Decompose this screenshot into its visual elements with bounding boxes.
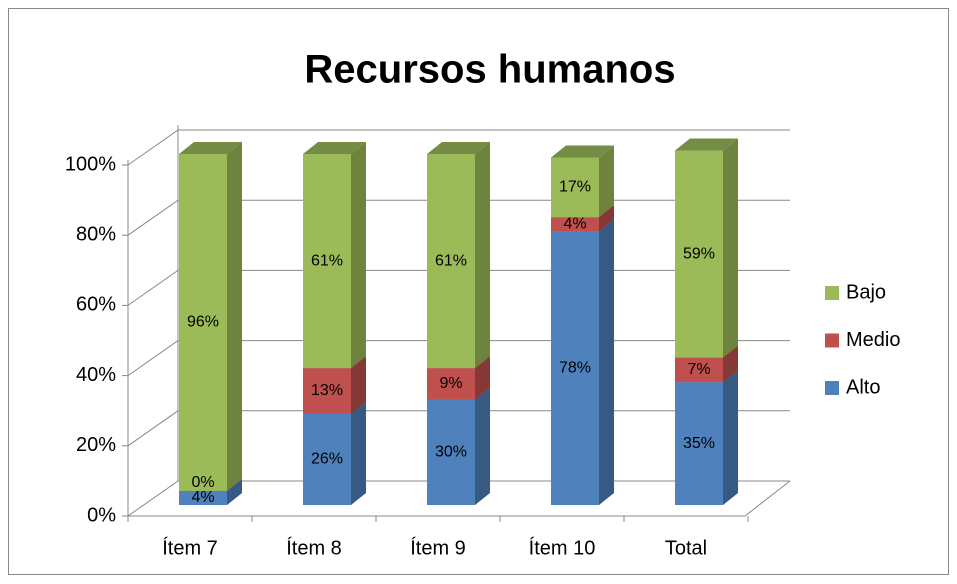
- bar-side: [475, 142, 490, 369]
- bar-front: [551, 157, 599, 218]
- bar-side: [227, 142, 242, 491]
- data-label: 30%: [435, 444, 467, 461]
- data-label: 7%: [687, 361, 710, 378]
- bar-front: [303, 154, 351, 369]
- legend-label: Alto: [846, 376, 880, 398]
- data-label: 4%: [563, 215, 586, 232]
- data-label: 26%: [311, 451, 343, 468]
- x-tick-label: Ítem 7: [162, 536, 218, 559]
- bar-top: [675, 138, 738, 151]
- y-tick-label: 80%: [76, 223, 116, 245]
- y-tick-label: 0%: [87, 504, 116, 526]
- bar-front: [427, 154, 475, 369]
- y-tick-label: 100%: [65, 153, 116, 175]
- x-tick-label: Total: [665, 537, 707, 559]
- bar-front: [179, 490, 227, 505]
- x-tick-label: Ítem 9: [410, 536, 466, 559]
- data-label: 61%: [435, 252, 467, 269]
- data-label: 17%: [559, 179, 591, 196]
- legend-label: Bajo: [846, 281, 886, 303]
- chart-title: Recursos humanos: [304, 48, 675, 92]
- bar-front: [303, 413, 351, 505]
- legend-label: Medio: [846, 329, 900, 351]
- data-label: 13%: [311, 382, 343, 399]
- x-tick-label: Ítem 10: [529, 536, 596, 559]
- data-label: 4%: [191, 489, 214, 506]
- bar-side: [599, 219, 614, 505]
- bar-side: [351, 356, 366, 414]
- data-label: 9%: [439, 375, 462, 392]
- bar-front: [551, 217, 599, 232]
- legend-swatch: [825, 381, 839, 395]
- bar-front: [675, 150, 723, 358]
- legend-swatch: [825, 286, 839, 300]
- legend-swatch: [825, 333, 839, 348]
- bar-side: [475, 356, 490, 400]
- bar-front: [427, 399, 475, 505]
- bar-front: [675, 357, 723, 383]
- data-label: 35%: [683, 435, 715, 452]
- bar-side: [599, 145, 614, 218]
- bar-top: [427, 142, 490, 154]
- bar-front: [427, 368, 475, 400]
- bar-front: [179, 154, 227, 491]
- grid-line: [127, 129, 790, 166]
- bar-top: [303, 142, 366, 154]
- data-label: 61%: [311, 252, 343, 269]
- y-tick-label: 20%: [76, 434, 116, 456]
- bar-side: [723, 345, 738, 383]
- y-tick-label: 60%: [76, 294, 116, 316]
- bar-front: [675, 382, 723, 505]
- floor-right-edge: [744, 480, 791, 517]
- bar-front: [551, 231, 599, 505]
- x-tick-label: Ítem 8: [286, 536, 342, 559]
- data-label: 59%: [683, 245, 715, 262]
- y-tick-label: 40%: [76, 364, 116, 386]
- bar-side: [227, 478, 242, 505]
- bar-side: [723, 138, 738, 358]
- data-label: 0%: [191, 474, 214, 491]
- bar-top: [551, 145, 614, 158]
- bar-side: [475, 387, 490, 505]
- data-label: 96%: [187, 314, 219, 331]
- bar-side: [599, 205, 614, 232]
- bar-front: [303, 368, 351, 414]
- data-label: 78%: [559, 359, 591, 376]
- bar-top: [179, 142, 242, 154]
- bar-side: [351, 401, 366, 505]
- bar-side: [351, 142, 366, 369]
- bar-side: [723, 370, 738, 505]
